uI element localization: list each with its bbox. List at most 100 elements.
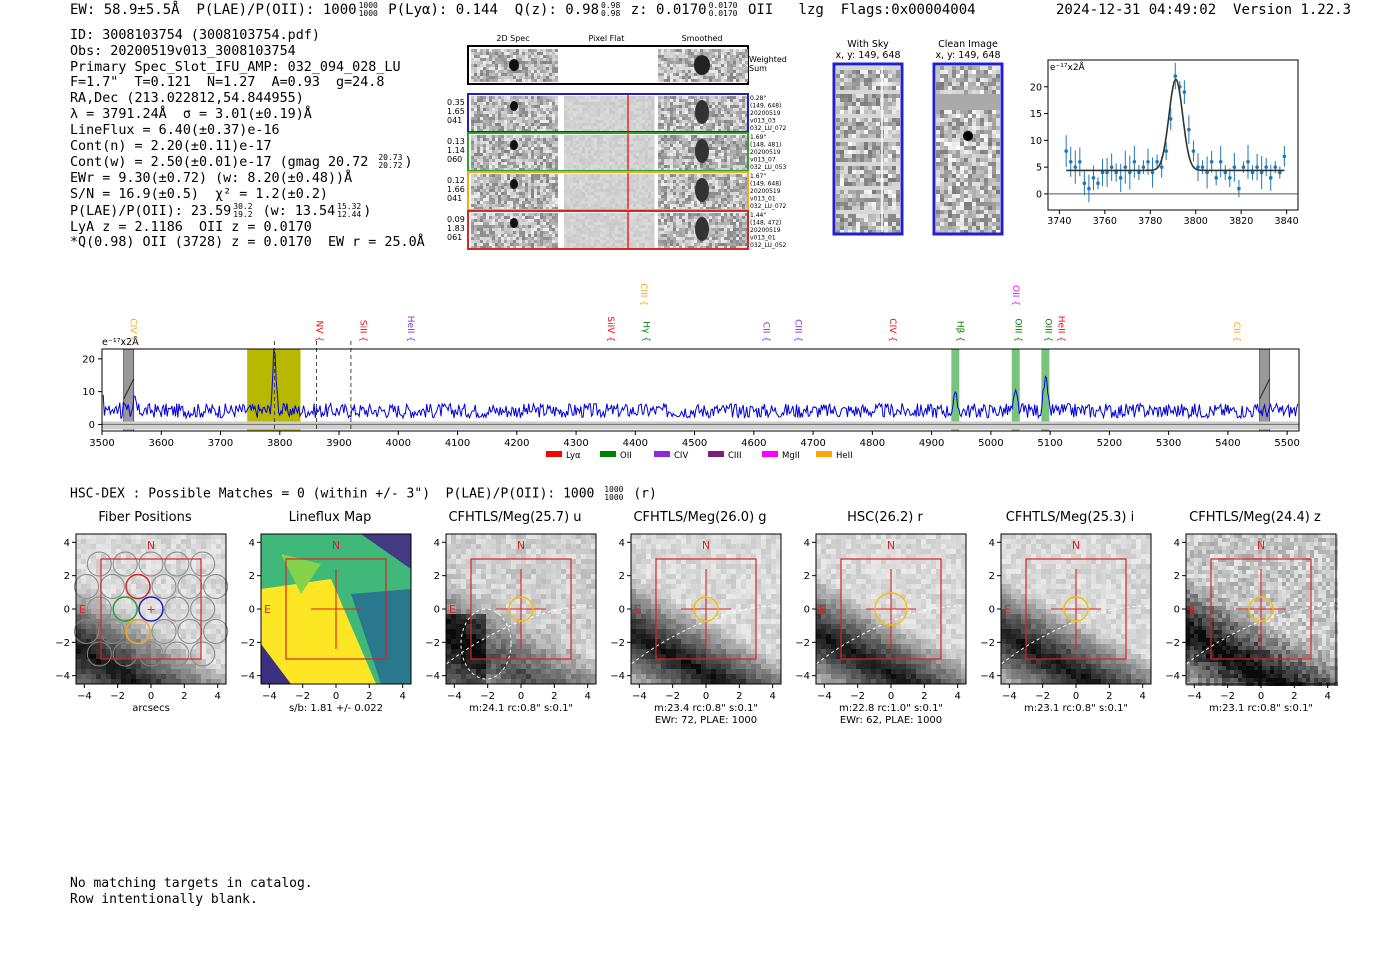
- spec2d-row-meta: 032_LU_053: [750, 164, 787, 171]
- spec2d-pixel: [507, 144, 510, 147]
- spec2d-pixel: [492, 201, 495, 204]
- spec2d-pixel: [537, 231, 540, 234]
- spec2d-pixel: [724, 180, 727, 183]
- spec2d-pixel: [697, 213, 700, 216]
- spec2d-pixel: [609, 189, 612, 192]
- header-z-range: 0.0170 0.0170: [709, 2, 738, 18]
- spec2d-pixel: [606, 228, 609, 231]
- spec2d-pixel: [682, 162, 685, 165]
- spec2d-pixel: [513, 99, 516, 102]
- spec2d-pixel: [570, 186, 573, 189]
- spec2d-pixel: [516, 52, 519, 55]
- spec2d-pixel: [615, 144, 618, 147]
- spec2d-pixel: [492, 153, 495, 156]
- spec2d-pixel: [492, 120, 495, 123]
- spec2d-pixel: [712, 153, 715, 156]
- spec2d-pixel: [664, 111, 667, 114]
- spec2d-pixel: [742, 237, 745, 240]
- spec2d-pixel: [537, 123, 540, 126]
- spec2d-pixel: [697, 216, 700, 219]
- spec2d-pixel: [528, 70, 531, 73]
- spec2d-pixel: [555, 64, 558, 67]
- spec2d-pixel: [691, 183, 694, 186]
- spec2d-pixel: [579, 114, 582, 117]
- spec2d-pixel: [477, 228, 480, 231]
- spec2d-pixel: [504, 201, 507, 204]
- spec2d-pixel: [745, 49, 748, 52]
- spec2d-col-title: Smoothed: [682, 34, 723, 43]
- spec2d-pixel: [621, 201, 624, 204]
- spec2d-pixel: [661, 61, 664, 64]
- spec2d-pixel: [630, 120, 633, 123]
- spec2d-pixel: [633, 228, 636, 231]
- spec2d-pixel: [489, 246, 492, 249]
- spec2d-pixel: [534, 102, 537, 105]
- spec2d-pixel: [492, 49, 495, 52]
- spec2d-pixel: [742, 135, 745, 138]
- spec2d-pixel: [636, 102, 639, 105]
- spec2d-pixel: [501, 237, 504, 240]
- spec2d-pixel: [555, 159, 558, 162]
- spec2d-pixel: [739, 52, 742, 55]
- spec2d-pixel: [522, 192, 525, 195]
- spec2d-pixel: [658, 120, 661, 123]
- spec2d-pixel: [606, 138, 609, 141]
- spec2d-pixel: [645, 192, 648, 195]
- spec2d-pixel: [694, 168, 697, 171]
- spec2d-pixel: [546, 183, 549, 186]
- spec2d-pixel: [670, 55, 673, 58]
- spec2d-pixel: [573, 177, 576, 180]
- spec2d-pixel: [570, 195, 573, 198]
- spec2d-pixel: [543, 246, 546, 249]
- spec2d-pixel: [736, 216, 739, 219]
- spec2d-pixel: [504, 174, 507, 177]
- spec2d-pixel: [709, 114, 712, 117]
- spec2d-pixel: [504, 222, 507, 225]
- spec2d-pixel: [534, 58, 537, 61]
- spec2d-pixel: [679, 123, 682, 126]
- spec2d-pixel: [531, 240, 534, 243]
- spec2d-pixel: [543, 105, 546, 108]
- spec2d-pixel: [715, 135, 718, 138]
- spec2d-pixel: [594, 189, 597, 192]
- spec2d-pixel: [736, 153, 739, 156]
- spec2d-pixel: [567, 228, 570, 231]
- spec2d-pixel: [573, 96, 576, 99]
- spec2d-pixel: [480, 105, 483, 108]
- spec2d-pixel: [694, 52, 697, 55]
- spec2d-pixel: [682, 180, 685, 183]
- spec2d-pixel: [667, 153, 670, 156]
- spec2d-pixel: [522, 99, 525, 102]
- spec2d-pixel: [697, 168, 700, 171]
- spec2d-pixel: [525, 123, 528, 126]
- spec2d-pixel: [664, 144, 667, 147]
- spec2d-pixel: [639, 147, 642, 150]
- spec2d-pixel: [570, 216, 573, 219]
- spec2d-pixel: [691, 52, 694, 55]
- spec2d-pixel: [579, 231, 582, 234]
- spec2d-pixel: [727, 228, 730, 231]
- spec2d-pixel: [534, 111, 537, 114]
- spec2d-pixel: [727, 58, 730, 61]
- spec2d-pixel: [676, 129, 679, 132]
- spec2d-pixel: [513, 55, 516, 58]
- spec2d-pixel: [531, 67, 534, 70]
- spec2d-pixel: [534, 243, 537, 246]
- spec2d-pixel: [615, 156, 618, 159]
- spec2d-pixel: [730, 192, 733, 195]
- spec2d-pixel: [507, 70, 510, 73]
- spec2d-pixel: [682, 117, 685, 120]
- spec2d-pixel: [504, 126, 507, 129]
- spec2d-pixel: [501, 225, 504, 228]
- spec2d-pixel: [600, 147, 603, 150]
- spec2d-pixel: [501, 58, 504, 61]
- spec2d-pixel: [615, 192, 618, 195]
- spec2d-pixel: [555, 61, 558, 64]
- spec2d-pixel: [567, 135, 570, 138]
- spec2d-pixel: [483, 123, 486, 126]
- spec2d-pixel: [639, 99, 642, 102]
- spec2d-pixel: [585, 240, 588, 243]
- spec2d-pixel: [570, 177, 573, 180]
- spec2d-pixel: [706, 96, 709, 99]
- spec2d-pixel: [664, 73, 667, 76]
